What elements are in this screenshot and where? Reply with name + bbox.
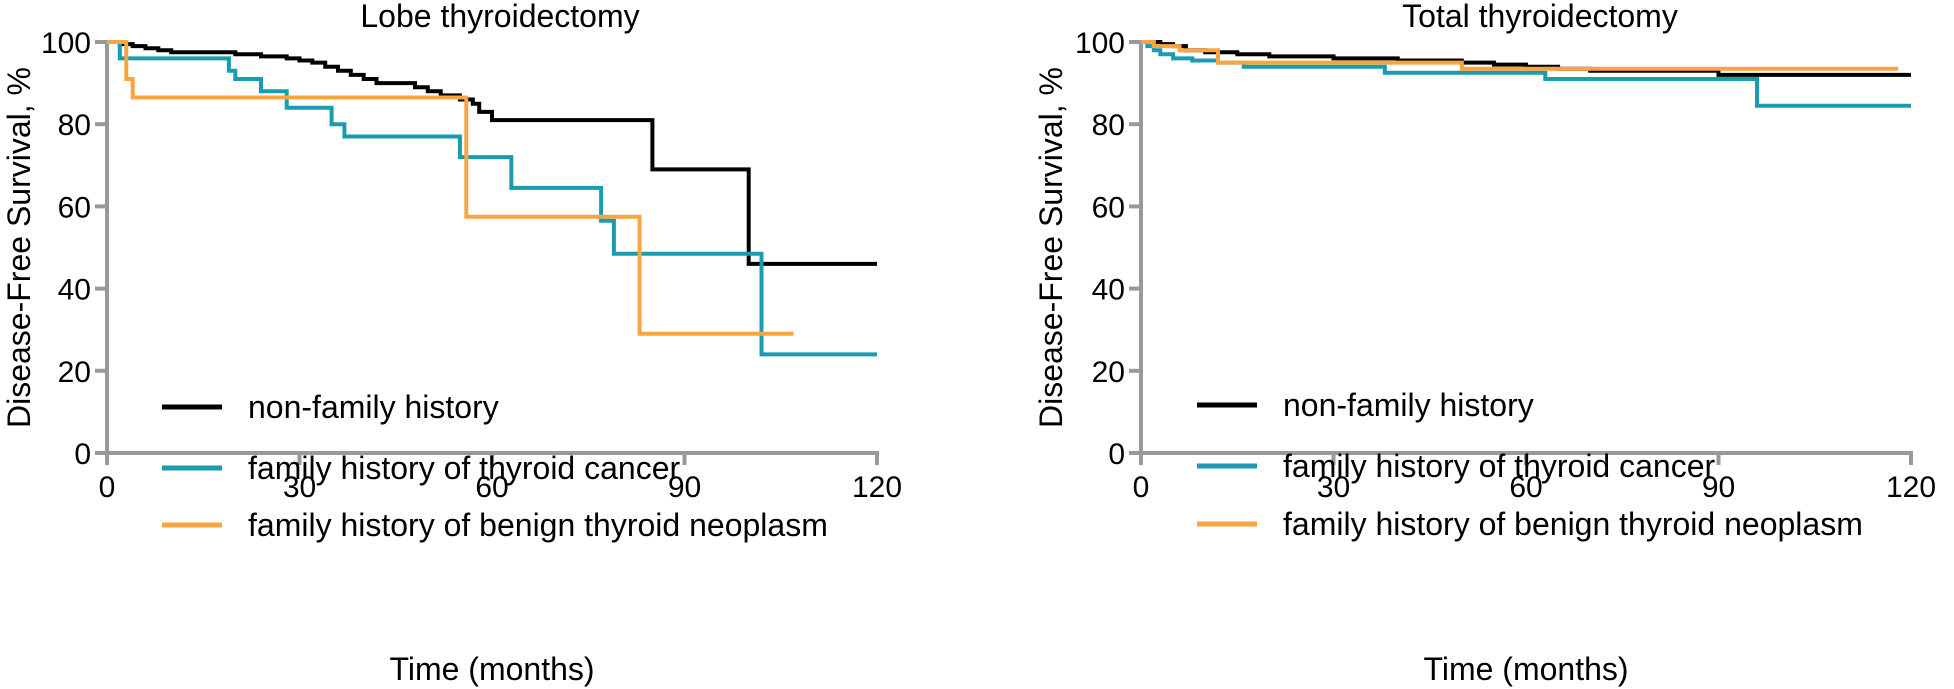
- legend: non-family history family history of thyr…: [162, 389, 828, 543]
- x-tick-label: 30: [283, 471, 316, 504]
- series-line-family-benign: [107, 40, 794, 336]
- x-tick-label: 90: [668, 471, 701, 504]
- legend-label: family history of thyroid cancer: [1283, 448, 1716, 484]
- x-tick-label: 60: [475, 471, 508, 504]
- total-thyroidectomy-panel: Total thyroidectomy 0 20 40 60 80 100 0 30 60 90 12…: [1033, 0, 1936, 687]
- series-line-family-cancer: [107, 40, 877, 357]
- x-axis-label: Time (months): [389, 651, 594, 687]
- y-tick-label: 20: [1092, 356, 1125, 389]
- series-line-family-cancer: [1141, 40, 1911, 108]
- x-tick-label: 120: [1886, 471, 1936, 504]
- x-tick-label: 60: [1509, 471, 1542, 504]
- x-tick-label: 0: [99, 471, 116, 504]
- series-line-family-benign: [1141, 40, 1899, 71]
- y-tick-label: 20: [58, 356, 91, 389]
- legend: non-family history family history of thyr…: [1197, 387, 1863, 542]
- y-axis-label: Disease-Free Survival, %: [1033, 67, 1069, 428]
- chart-title: Total thyroidectomy: [1402, 0, 1678, 34]
- y-tick-label: 60: [58, 191, 91, 224]
- y-tick-label: 0: [74, 438, 91, 471]
- y-tick-label: 60: [1092, 191, 1125, 224]
- chart-title: Lobe thyroidectomy: [360, 0, 639, 34]
- y-tick-label: 100: [41, 27, 91, 60]
- legend-label: non-family history: [1283, 387, 1534, 423]
- y-tick-label: 0: [1108, 438, 1125, 471]
- y-tick-label: 80: [58, 109, 91, 142]
- x-tick-label: 30: [1317, 471, 1350, 504]
- y-tick-label: 40: [1092, 274, 1125, 307]
- legend-label: non-family history: [248, 389, 499, 425]
- y-tick-label: 80: [1092, 109, 1125, 142]
- x-tick-label: 0: [1133, 471, 1150, 504]
- x-tick-label: 120: [852, 471, 902, 504]
- legend-label: family history of thyroid cancer: [248, 450, 681, 486]
- series-line-non-family: [107, 40, 877, 266]
- x-axis-label: Time (months): [1423, 651, 1628, 687]
- x-tick-label: 90: [1702, 471, 1735, 504]
- y-tick-label: 40: [58, 274, 91, 307]
- y-axis-label: Disease-Free Survival, %: [1, 67, 37, 428]
- lobe-thyroidectomy-panel: Lobe thyroidectomy 0 20 40 60 80 100 0 30 60 90 120…: [1, 0, 902, 687]
- y-tick-label: 100: [1075, 27, 1125, 60]
- legend-label: family history of benign thyroid neoplas…: [248, 507, 828, 543]
- legend-label: family history of benign thyroid neoplas…: [1283, 506, 1863, 542]
